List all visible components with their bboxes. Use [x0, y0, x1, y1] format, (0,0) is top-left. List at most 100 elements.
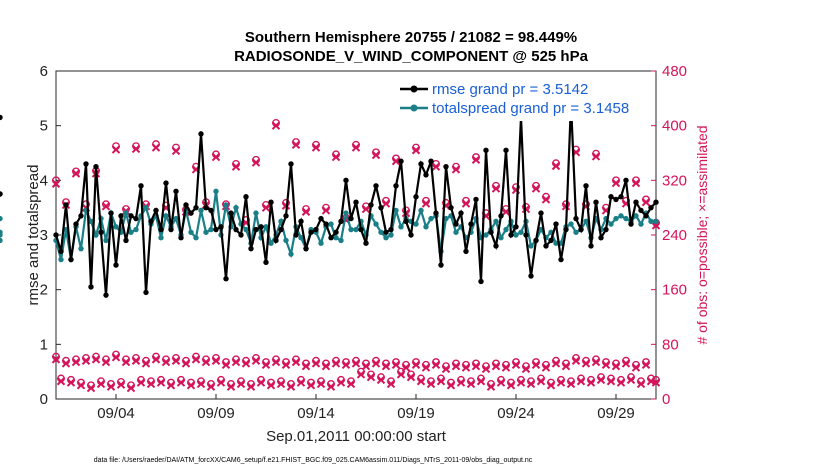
rmse-data-point — [308, 229, 314, 235]
rmse-data-point — [478, 278, 484, 285]
obs-assimilated-marker — [201, 357, 211, 367]
obs-assimilated-marker — [651, 221, 661, 230]
rmse-data-point — [288, 161, 294, 167]
rmse-data-point — [413, 194, 419, 200]
obs-assimilated-marker — [531, 184, 541, 193]
y-tick-label: 3 — [40, 227, 48, 244]
x-tick-label: 09/14 — [297, 405, 335, 422]
obs-assimilated-marker — [271, 357, 281, 367]
rmse-data-point — [603, 226, 609, 233]
rmse-data-point — [228, 210, 234, 216]
rmse-data-point — [158, 226, 164, 233]
rmse-data-point — [648, 204, 654, 211]
rmse-data-point — [218, 224, 224, 230]
obs-assimilated-marker — [146, 379, 156, 389]
x-tick-label: 09/29 — [597, 405, 635, 422]
obs-assimilated-marker — [606, 377, 616, 386]
obs-assimilated-marker — [231, 162, 241, 171]
obs-assimilated-marker — [316, 379, 326, 389]
obs-assimilated-marker — [421, 363, 431, 372]
rmse-data-point — [193, 204, 199, 211]
rmse-data-point — [613, 196, 619, 203]
y2-axis-ticks: 0 80 160 240 320 400 480 — [651, 63, 687, 408]
totalspread-data-point — [503, 226, 509, 233]
obs-assimilated-marker — [461, 199, 471, 208]
rmse-data-point — [383, 229, 389, 235]
rmse-data-point — [323, 221, 329, 227]
rmse-data-point — [148, 218, 154, 225]
obs-assimilated-marker — [346, 379, 356, 389]
rmse-data-point — [328, 235, 334, 241]
rmse-data-point — [168, 226, 174, 233]
obs-assimilated-marker — [516, 378, 526, 387]
obs-assimilated-marker — [361, 361, 371, 371]
totalspread-data-point — [213, 188, 219, 194]
rmse-data-point — [503, 147, 509, 153]
obs-assimilated-marker — [381, 361, 391, 371]
rmse-data-point — [0, 114, 3, 121]
obs-assimilated-marker — [466, 379, 476, 389]
obs-assimilated-marker — [541, 363, 551, 372]
obs-assimilated-marker — [441, 364, 451, 374]
totalspread-data-point — [498, 235, 504, 241]
totalspread-data-point — [568, 221, 574, 227]
obs-assimilated-marker — [476, 377, 486, 386]
rmse-data-point — [58, 248, 64, 255]
rmse-data-point — [138, 183, 144, 189]
y-axis-ticks: 0 1 2 3 4 5 6 — [40, 63, 61, 408]
rmse-data-point — [498, 213, 504, 219]
totalspread-data-point — [123, 210, 129, 216]
obs-assimilated-marker — [481, 364, 491, 374]
obs-assimilated-marker — [261, 203, 271, 212]
obs-assimilated-marker — [136, 378, 146, 387]
obs-assimilated-marker — [371, 150, 381, 160]
y2-tick-label: 160 — [662, 282, 687, 299]
obs-assimilated-marker — [176, 378, 186, 387]
obs-assimilated-marker — [521, 204, 531, 214]
obs-assimilated-marker — [431, 360, 441, 370]
obs-assimilated-marker — [301, 207, 311, 216]
rmse-data-point — [243, 194, 249, 200]
rmse-data-point — [553, 221, 559, 227]
rmse-data-point — [528, 273, 534, 279]
rmse-data-point — [0, 191, 3, 197]
rmse-data-point — [343, 177, 349, 184]
y2-tick-label: 320 — [662, 172, 687, 189]
obs-assimilated-marker — [71, 169, 81, 178]
rmse-data-point — [283, 213, 289, 219]
obs-assimilated-marker — [621, 359, 631, 368]
totalspread-data-point — [338, 237, 344, 244]
totalspread-data-point — [298, 235, 304, 241]
legend-marker-rmse — [410, 85, 418, 93]
obs-assimilated-marker — [86, 383, 96, 393]
totalspread-data-point — [428, 215, 434, 222]
totalspread-data-point — [353, 226, 359, 233]
totalspread-data-point — [383, 235, 389, 241]
obs-assimilated-marker — [111, 353, 121, 362]
obs-assimilated-marker — [56, 377, 66, 386]
obs-assimilated-marker — [291, 357, 301, 367]
obs-assimilated-marker — [336, 378, 346, 387]
totalspread-data-point — [328, 221, 334, 227]
rmse-data-point — [453, 221, 459, 227]
x-axis-ticks: 09/04 09/09 09/14 09/19 09/24 09/29 — [97, 394, 635, 422]
obs-assimilated-marker — [91, 355, 101, 364]
obs-assimilated-marker — [51, 179, 61, 188]
obs-assimilated-marker — [151, 355, 161, 364]
obs-assimilated-marker — [406, 372, 416, 382]
totalspread-data-point — [453, 229, 459, 235]
rmse-data-point — [128, 213, 134, 219]
rmse-data-point — [653, 199, 659, 205]
rmse-data-point — [508, 232, 514, 238]
obs-assimilated-marker — [636, 379, 646, 389]
rmse-data-point — [253, 226, 259, 233]
obs-assimilated-marker — [526, 379, 536, 389]
obs-assimilated-marker — [51, 355, 61, 364]
rmse-data-point — [463, 248, 469, 255]
rmse-data-point — [633, 199, 639, 205]
totalspread-data-point — [418, 207, 424, 214]
obs-assimilated-marker — [256, 378, 266, 387]
totalspread-data-point — [493, 218, 499, 225]
obs-assimilated-marker — [446, 381, 456, 390]
y-tick-label: 4 — [40, 172, 48, 189]
